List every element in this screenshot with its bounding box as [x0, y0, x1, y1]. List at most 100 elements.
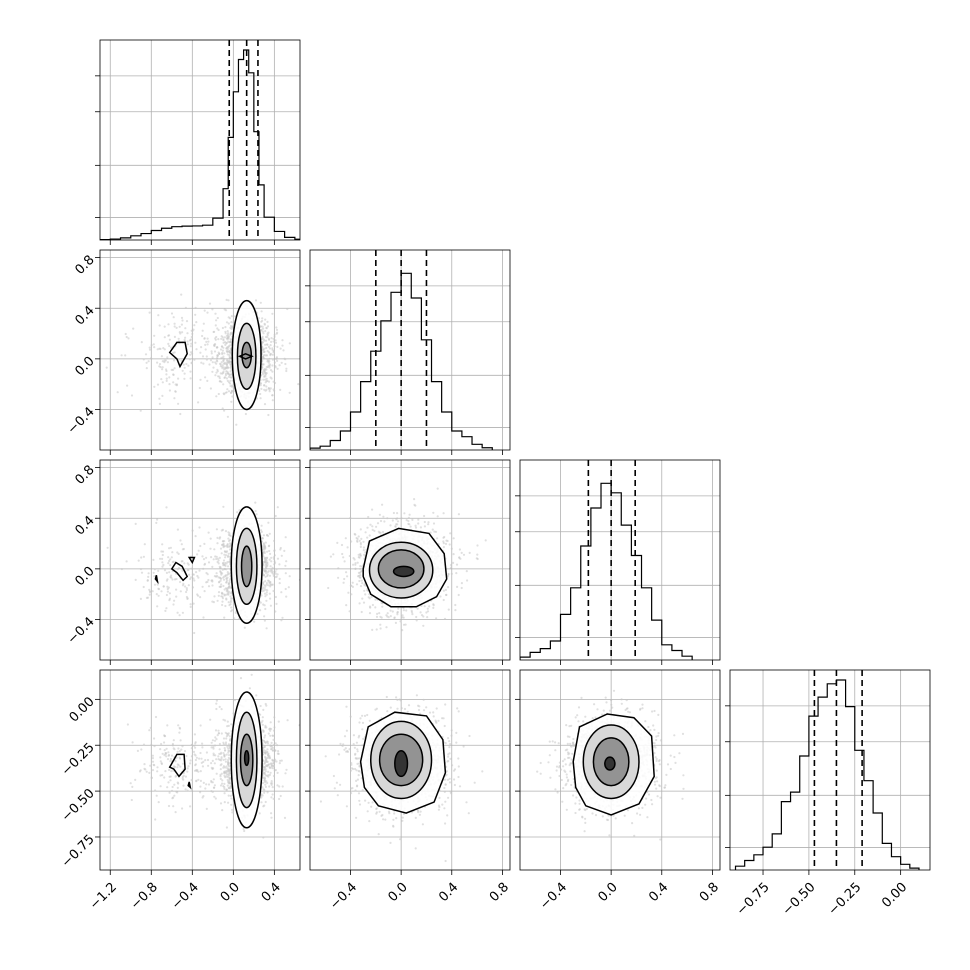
- scatter-point: [202, 616, 205, 619]
- scatter-point: [236, 511, 239, 514]
- panel-frame: [519, 459, 721, 661]
- scatter-point: [235, 423, 238, 426]
- scatter-point: [283, 357, 286, 360]
- scatter-point: [203, 563, 206, 566]
- scatter-point: [163, 348, 166, 351]
- scatter-point: [219, 585, 222, 588]
- scatter-point: [161, 543, 164, 546]
- scatter-point: [162, 585, 165, 588]
- scatter-point: [190, 362, 193, 365]
- scatter-point: [396, 517, 399, 520]
- scatter-point: [269, 344, 272, 347]
- scatter-point: [270, 560, 273, 563]
- scatter-point: [259, 325, 262, 328]
- y-tick-label: 0.4: [72, 513, 97, 538]
- scatter-point: [352, 563, 355, 566]
- scatter-point: [271, 353, 274, 356]
- scatter-point: [216, 560, 219, 564]
- panel-content: [310, 460, 510, 660]
- scatter-point: [187, 364, 190, 367]
- scatter-point: [214, 374, 217, 377]
- scatter-point: [169, 760, 172, 763]
- scatter-point: [229, 391, 233, 394]
- scatter-point: [230, 610, 233, 613]
- scatter-point: [206, 758, 210, 762]
- scatter-point: [360, 537, 363, 541]
- scatter-point: [264, 565, 267, 569]
- scatter-point: [213, 595, 216, 598]
- scatter-point: [179, 765, 182, 768]
- scatter-point: [262, 542, 265, 545]
- x-tick-label: 0.00: [879, 880, 910, 911]
- scatter-point: [136, 749, 139, 753]
- scatter-point: [262, 581, 265, 584]
- scatter-point: [351, 585, 354, 589]
- scatter-point: [362, 540, 365, 543]
- scatter-point: [188, 573, 191, 576]
- scatter-point: [262, 534, 265, 537]
- scatter-point: [435, 617, 438, 620]
- scatter-point: [476, 544, 479, 547]
- scatter-point: [263, 544, 266, 547]
- scatter-point: [226, 372, 229, 375]
- scatter-point: [183, 372, 186, 375]
- scatter-point: [181, 569, 184, 572]
- scatter-point: [229, 363, 233, 366]
- scatter-point: [219, 547, 223, 550]
- scatter-point: [275, 326, 278, 329]
- scatter-point: [223, 588, 226, 591]
- scatter-point: [165, 607, 168, 610]
- scatter-point: [266, 791, 269, 794]
- scatter-point: [211, 356, 214, 359]
- histogram-step: [100, 49, 300, 240]
- scatter-point: [375, 628, 378, 631]
- scatter-point: [173, 335, 176, 338]
- scatter-point: [285, 367, 288, 370]
- scatter-point: [415, 619, 418, 622]
- scatter-point: [139, 409, 142, 412]
- scatter-point: [229, 544, 232, 547]
- scatter-point: [144, 353, 148, 356]
- scatter-point: [439, 595, 442, 598]
- scatter-point: [432, 603, 435, 606]
- scatter-point: [267, 331, 270, 334]
- y-tick-label: 0.0: [72, 354, 97, 379]
- scatter-point: [454, 609, 457, 612]
- scatter-point: [179, 539, 182, 542]
- scatter-point: [259, 301, 262, 304]
- scatter-point: [228, 585, 231, 588]
- scatter-point: [209, 387, 212, 390]
- scatter-point: [375, 525, 378, 528]
- scatter-point: [196, 553, 199, 556]
- scatter-point: [148, 729, 151, 732]
- scatter-point: [270, 377, 273, 380]
- scatter-point: [170, 576, 173, 579]
- scatter-point: [220, 732, 223, 735]
- scatter-point: [221, 349, 224, 352]
- scatter-point: [395, 523, 398, 526]
- scatter-point: [262, 708, 265, 712]
- scatter-point: [180, 543, 183, 546]
- scatter-point: [153, 346, 156, 349]
- scatter-point: [263, 615, 266, 618]
- scatter-point: [225, 579, 229, 582]
- scatter-point: [190, 342, 193, 345]
- scatter-point: [230, 385, 233, 388]
- scatter-point: [189, 370, 192, 373]
- scatter-point: [150, 357, 153, 360]
- scatter-point: [224, 343, 227, 346]
- scatter-point: [272, 574, 275, 578]
- scatter-point: [171, 785, 174, 789]
- scatter-point: [358, 579, 361, 583]
- scatter-point: [203, 337, 206, 340]
- scatter-point: [266, 325, 270, 328]
- scatter-point: [261, 341, 264, 344]
- scatter-point: [266, 334, 269, 337]
- scatter-point: [221, 364, 224, 367]
- scatter-point: [264, 557, 267, 560]
- scatter-point: [158, 402, 161, 405]
- scatter-point: [359, 567, 362, 571]
- scatter-point: [219, 348, 223, 351]
- scatter-point: [201, 329, 204, 332]
- scatter-point: [221, 540, 224, 543]
